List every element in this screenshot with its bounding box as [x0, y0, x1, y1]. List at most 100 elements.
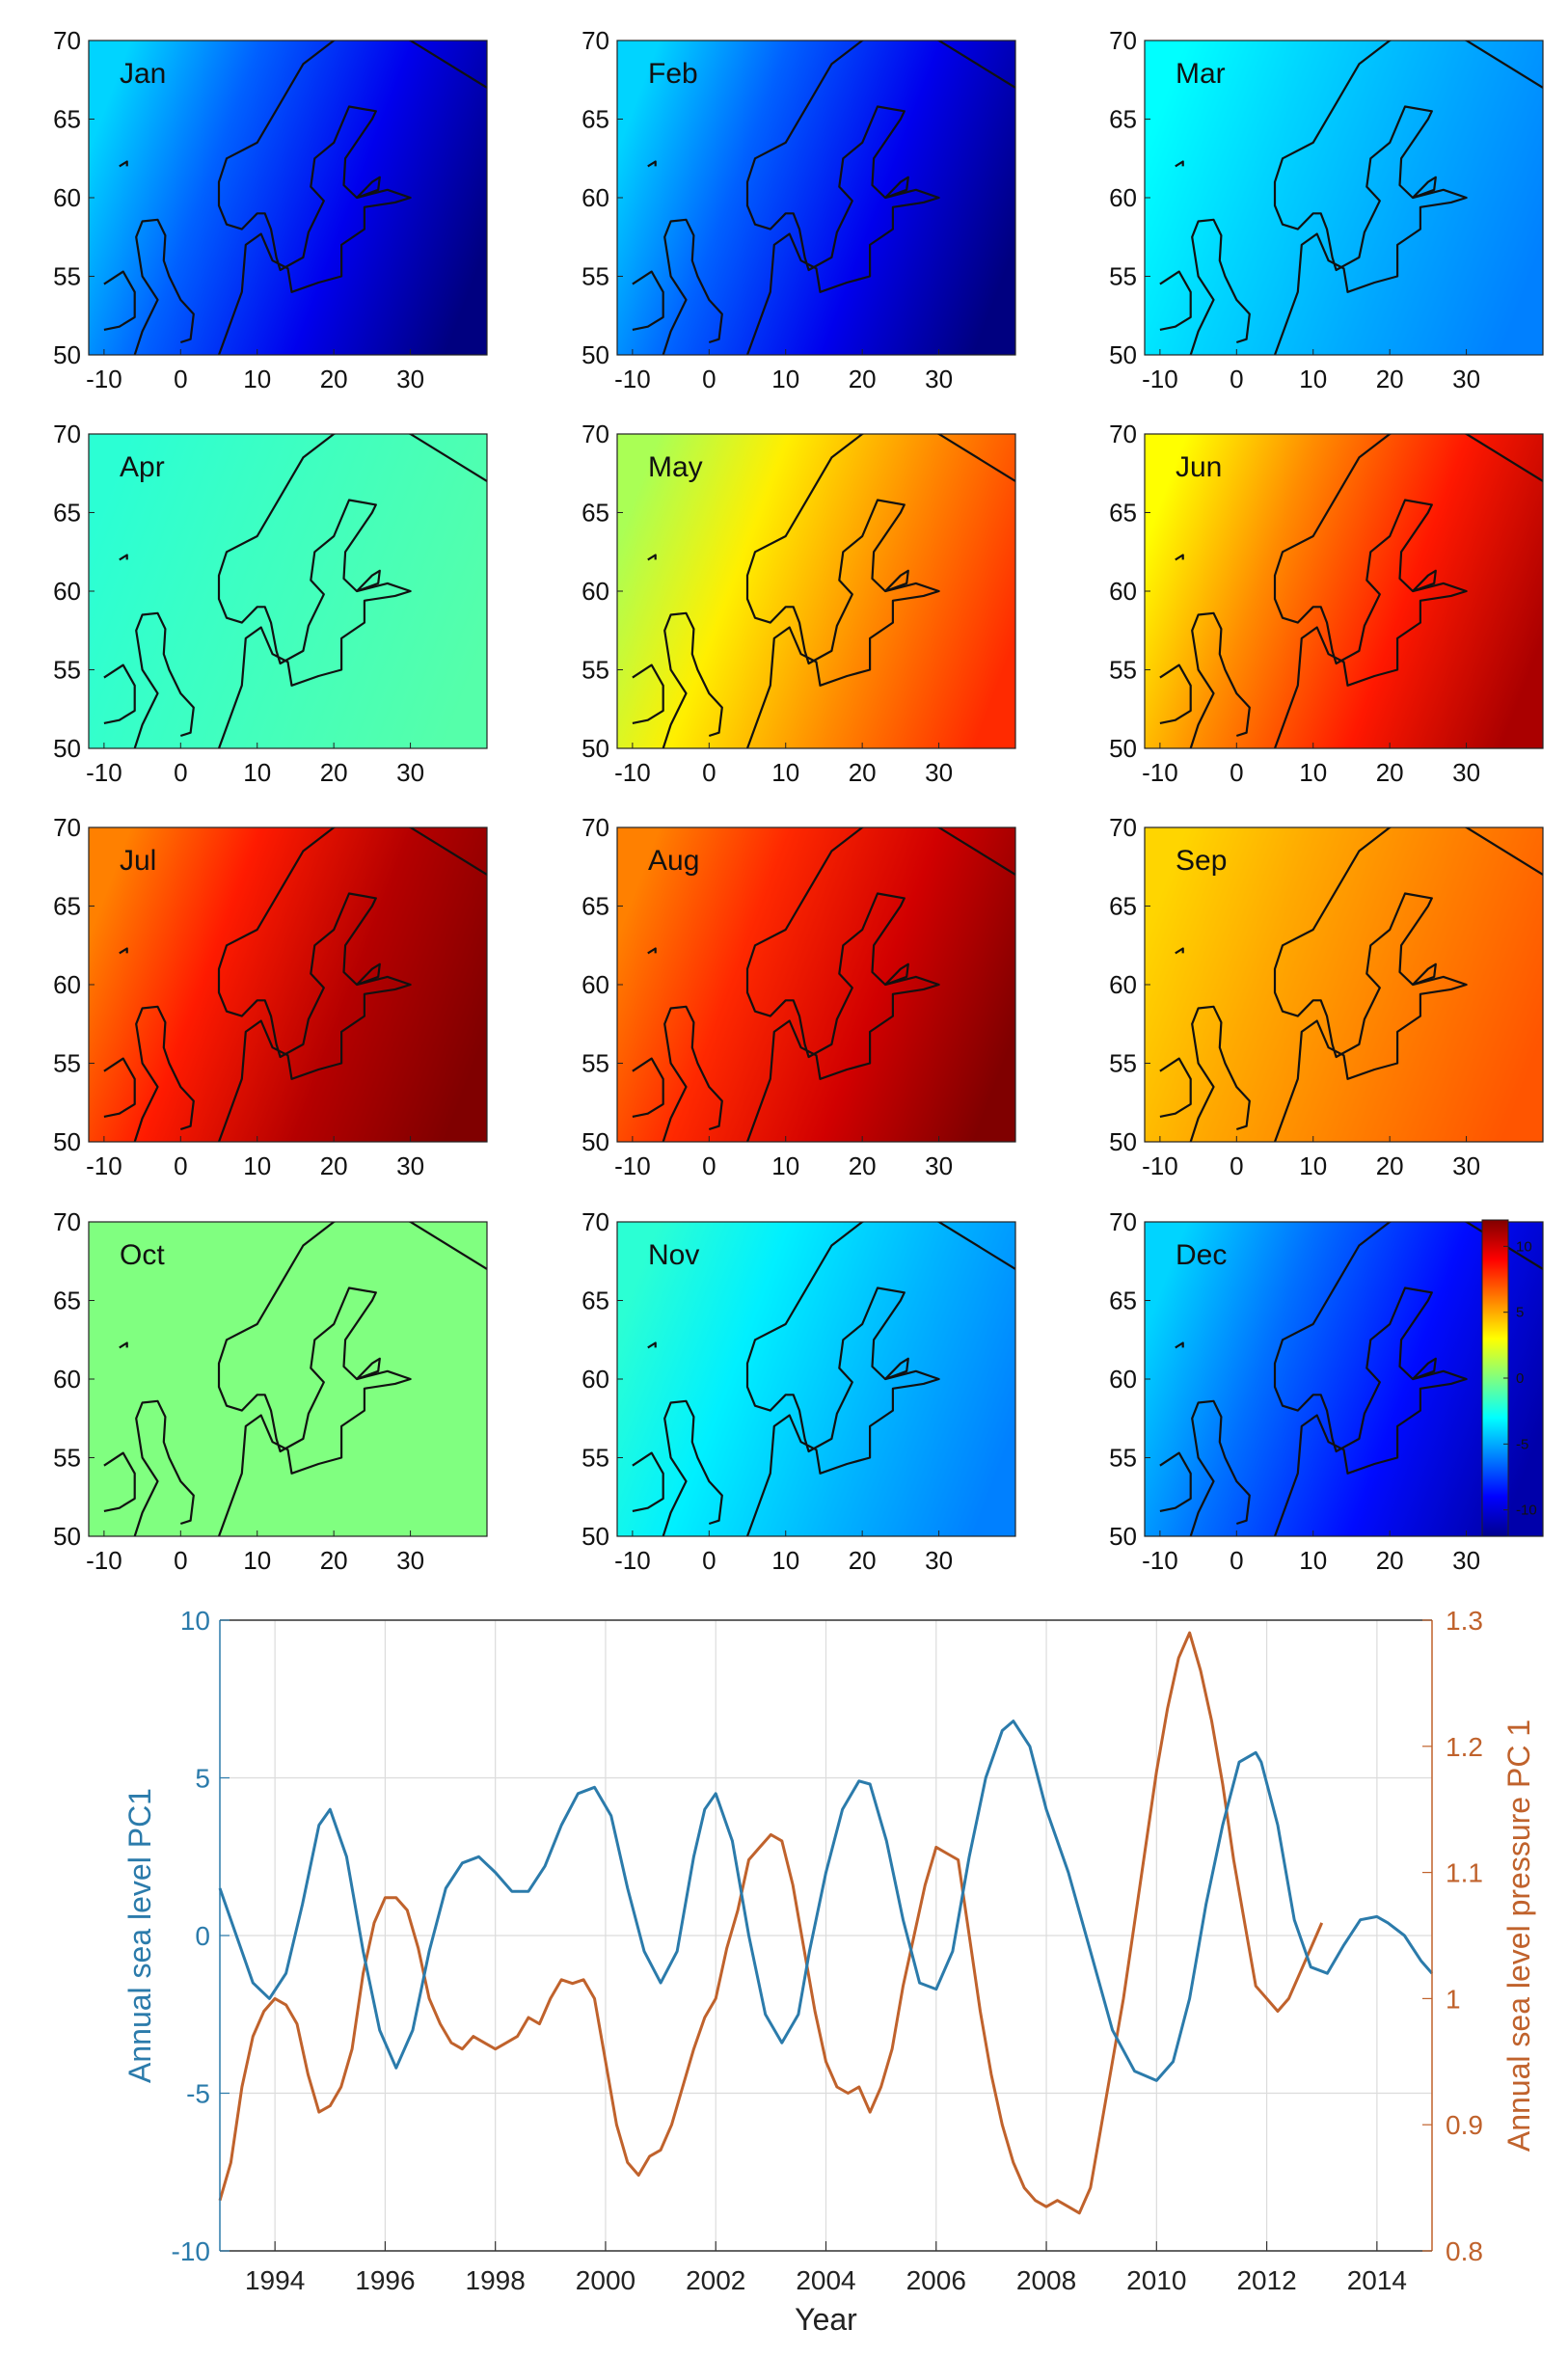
y-axis-title-right: Annual sea level pressure PC 1 — [1501, 1720, 1536, 2152]
x-tick-label-5: 2004 — [796, 2265, 855, 2295]
map-panel-nov: Nov -10 0 10 20 30 50 55 60 65 70 — [581, 1207, 1016, 1575]
y-tick-label-jan-4: 70 — [53, 26, 81, 55]
coastline-may-4 — [647, 554, 657, 561]
coastline-oct-4 — [119, 1341, 128, 1349]
x-tick-label-9: 2012 — [1236, 2265, 1296, 2295]
x-tick-label-mar-4: 30 — [1452, 365, 1480, 393]
y-tick-label-mar-3: 65 — [1109, 105, 1137, 134]
map-panel-jun: Jun -10 0 10 20 30 50 55 60 65 70 — [1109, 420, 1544, 787]
x-tick-label-1: 1996 — [355, 2265, 415, 2295]
coastline-apr-4 — [119, 554, 128, 561]
x-tick-label-sep-2: 10 — [1299, 1151, 1327, 1180]
coastline-dec-3 — [1412, 1357, 1437, 1381]
map-panel-may: May -10 0 10 20 30 50 55 60 65 70 — [581, 420, 1016, 787]
month-label-oct: Oct — [120, 1239, 165, 1271]
coastline-mar-1 — [1189, 218, 1251, 355]
colorbar-tick-label-0: 10 — [1516, 1238, 1532, 1255]
coastline-dec-2 — [1159, 1451, 1192, 1512]
x-tick-label-jun-3: 20 — [1376, 758, 1404, 787]
coastline-group-jul — [103, 827, 487, 1142]
coastline-nov-2 — [632, 1451, 664, 1512]
x-tick-label-nov-4: 30 — [925, 1546, 953, 1575]
coastline-jun-2 — [1159, 663, 1192, 724]
y-tick-label-jun-1: 55 — [1109, 656, 1137, 685]
map-field-mar — [1145, 41, 1543, 355]
x-tick-label-3: 2000 — [576, 2265, 635, 2295]
y-tick-label-may-4: 70 — [581, 420, 609, 448]
y-tick-label-jun-2: 60 — [1109, 577, 1137, 606]
y-tick-label-feb-3: 65 — [581, 105, 609, 134]
y-right-tick-label-1: 0.9 — [1446, 2110, 1483, 2140]
map-panel-sep: Sep -10 0 10 20 30 50 55 60 65 70 — [1109, 813, 1544, 1180]
x-tick-label-oct-3: 20 — [320, 1546, 348, 1575]
x-tick-label-aug-3: 20 — [849, 1151, 877, 1180]
x-tick-label-6: 2006 — [906, 2265, 966, 2295]
y-tick-label-dec-2: 60 — [1109, 1365, 1137, 1394]
x-tick-label-jan-4: 30 — [396, 365, 424, 393]
y-tick-label-sep-2: 60 — [1109, 970, 1137, 999]
coastline-mar-3 — [1412, 176, 1437, 200]
series-line-pressure-pc1 — [218, 1631, 1324, 2215]
coastline-sep-2 — [1159, 1057, 1192, 1118]
coastline-group-feb — [632, 41, 1015, 355]
month-label-nov: Nov — [648, 1239, 699, 1271]
x-tick-label-may-1: 0 — [702, 758, 716, 787]
map-panel-aug: Aug -10 0 10 20 30 50 55 60 65 70 — [581, 813, 1016, 1180]
map-field-may — [617, 434, 1015, 748]
coastline-oct-0 — [217, 1222, 487, 1536]
x-tick-label-sep-0: -10 — [1142, 1151, 1178, 1180]
coastline-nov-4 — [647, 1341, 657, 1349]
y-tick-label-jun-4: 70 — [1109, 420, 1137, 448]
x-tick-label-feb-2: 10 — [771, 365, 799, 393]
y-tick-label-nov-0: 50 — [581, 1522, 609, 1551]
y-left-tick-label-3: 5 — [195, 1764, 210, 1794]
coastline-nov-1 — [662, 1399, 723, 1536]
x-tick-label-mar-0: -10 — [1142, 365, 1178, 393]
map-field-oct — [89, 1222, 487, 1536]
x-tick-label-oct-0: -10 — [86, 1546, 122, 1575]
y-right-tick-label-0: 0.8 — [1446, 2236, 1483, 2266]
month-label-dec: Dec — [1176, 1239, 1227, 1271]
x-tick-label-dec-4: 30 — [1452, 1546, 1480, 1575]
series-line-sea-level-pc1 — [218, 1720, 1434, 2082]
coastline-aug-1 — [662, 1005, 723, 1142]
coastline-feb-2 — [632, 270, 664, 331]
y-axis-title-left: Annual sea level PC1 — [122, 1788, 157, 2083]
coastline-jun-0 — [1273, 434, 1543, 748]
y-tick-label-apr-1: 55 — [53, 656, 81, 685]
coastline-nov-3 — [884, 1357, 909, 1381]
month-label-feb: Feb — [648, 58, 698, 90]
map-panel-feb: Feb -10 0 10 20 30 50 55 60 65 70 — [581, 26, 1016, 393]
x-tick-label-feb-3: 20 — [849, 365, 877, 393]
coastline-group-aug — [632, 827, 1015, 1142]
x-tick-label-4: 2002 — [686, 2265, 745, 2295]
x-tick-label-0: 1994 — [245, 2265, 305, 2295]
coastline-mar-2 — [1159, 270, 1192, 331]
x-tick-label-feb-0: -10 — [614, 365, 651, 393]
x-tick-label-10: 2014 — [1347, 2265, 1407, 2295]
y-tick-label-oct-2: 60 — [53, 1365, 81, 1394]
map-panel-oct: Oct -10 0 10 20 30 50 55 60 65 70 — [53, 1207, 488, 1575]
coastline-feb-1 — [662, 218, 723, 355]
coastline-jun-3 — [1412, 569, 1437, 593]
x-tick-label-mar-2: 10 — [1299, 365, 1327, 393]
x-tick-label-dec-3: 20 — [1376, 1546, 1404, 1575]
map-field-feb — [617, 41, 1015, 355]
month-label-may: May — [648, 451, 703, 483]
y-tick-label-aug-4: 70 — [581, 813, 609, 842]
coastline-oct-2 — [103, 1451, 136, 1512]
x-tick-label-may-0: -10 — [614, 758, 651, 787]
month-label-sep: Sep — [1176, 845, 1227, 877]
coastline-apr-2 — [103, 663, 136, 724]
coastline-apr-0 — [217, 434, 487, 748]
map-panel-jul: Jul -10 0 10 20 30 50 55 60 65 70 — [53, 813, 488, 1180]
x-tick-label-apr-1: 0 — [174, 758, 187, 787]
x-tick-label-2: 1998 — [466, 2265, 526, 2295]
map-field-aug — [617, 827, 1015, 1142]
x-tick-label-jul-1: 0 — [174, 1151, 187, 1180]
y-tick-label-apr-0: 50 — [53, 734, 81, 763]
y-tick-label-aug-3: 65 — [581, 892, 609, 921]
y-tick-label-feb-1: 55 — [581, 262, 609, 291]
y-tick-label-apr-4: 70 — [53, 420, 81, 448]
